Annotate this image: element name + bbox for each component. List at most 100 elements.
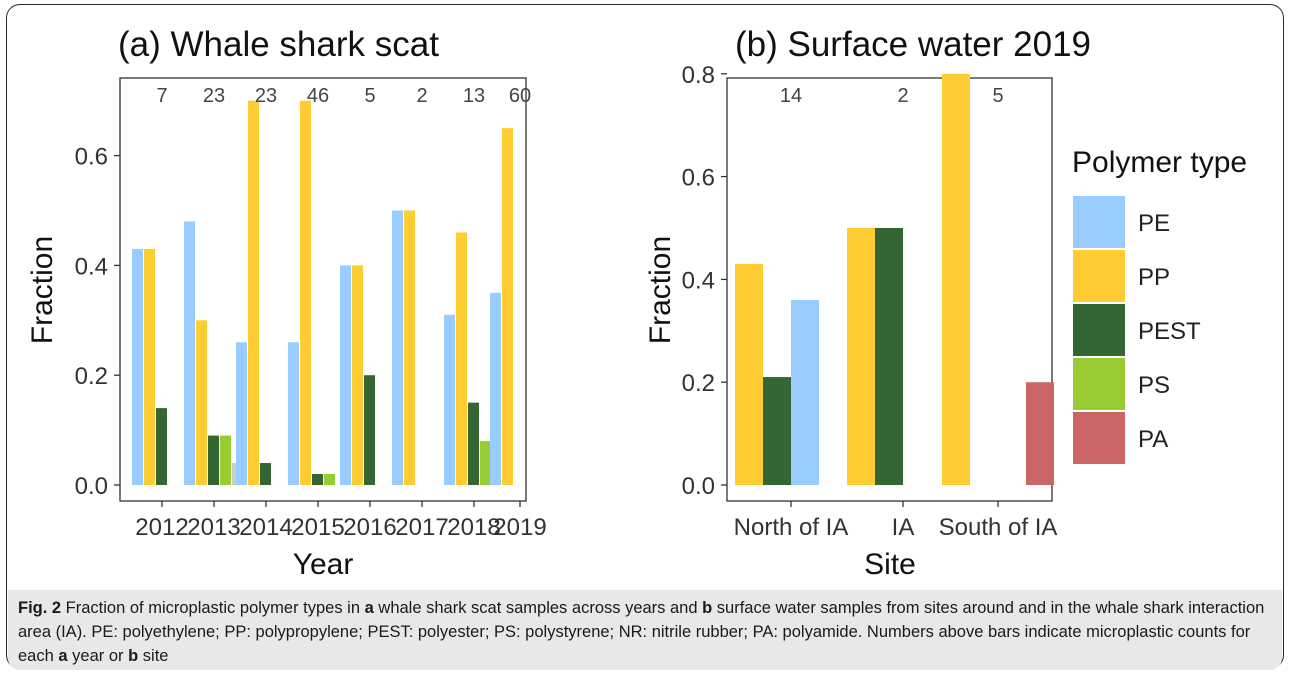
bar-pp-2017 — [404, 210, 415, 485]
x-tick-label: 2012 — [135, 514, 188, 541]
bar-pe-north-of-ia — [791, 299, 819, 485]
panel-a-counts: 7 23 23 46 5 2 13 60 — [156, 85, 531, 107]
count-label: 7 — [156, 85, 167, 107]
caption-text: year or — [67, 647, 129, 665]
count-label: 60 — [509, 85, 531, 107]
x-tick-label: North of IA — [734, 514, 849, 541]
panel-b-bars — [735, 73, 1054, 486]
bar-pp-2013 — [196, 320, 207, 485]
bar-pp-ia — [847, 228, 875, 485]
bar-ps-2015 — [324, 474, 335, 485]
bar-pest-2014 — [260, 463, 271, 485]
legend-swatch-pe — [1073, 196, 1125, 248]
bar-pp-2014 — [248, 100, 259, 485]
y-tick-label: 0.6 — [682, 165, 715, 192]
bar-pp-2019 — [502, 128, 513, 485]
bar-pe-2019 — [490, 292, 501, 485]
bar-pp-2018 — [456, 232, 467, 485]
y-tick-label: 0.4 — [75, 253, 108, 280]
y-tick-label: 0.4 — [682, 267, 715, 294]
bar-pe-2016 — [340, 265, 351, 485]
count-label: 23 — [255, 85, 277, 107]
y-tick-label: 0.2 — [75, 363, 108, 390]
bar-pe-2013 — [184, 221, 195, 486]
count-label: 46 — [307, 85, 329, 107]
bar-ps-2018 — [480, 441, 491, 485]
bar-pest-2015 — [312, 474, 323, 485]
count-label: 2 — [897, 85, 908, 107]
legend-swatch-pest — [1073, 304, 1125, 356]
count-label: 5 — [992, 85, 1003, 107]
caption-text: b — [702, 599, 713, 617]
y-tick-label: 0.6 — [75, 144, 108, 171]
bar-pe-2017 — [392, 210, 403, 485]
legend-label-pe: PE — [1138, 210, 1170, 237]
bar-pest-2013 — [208, 435, 219, 485]
bar-pe-2012 — [132, 248, 143, 485]
legend-swatch-ps — [1073, 358, 1125, 410]
bar-pe-2015 — [288, 342, 299, 485]
x-tick-label: 2014 — [239, 514, 292, 541]
legend-swatch-pp — [1073, 250, 1125, 302]
panel-b-x-axis-label: Site — [864, 548, 916, 581]
x-tick-label: 2019 — [493, 514, 546, 541]
y-tick-label: 0.8 — [682, 62, 715, 89]
panel-b-x-ticks: North of IA IA South of IA — [734, 501, 1058, 541]
bar-pest-2016 — [364, 375, 375, 485]
caption-text: b — [128, 647, 139, 665]
legend-title: Polymer type — [1072, 146, 1247, 179]
count-label: 14 — [780, 85, 802, 107]
bar-pe-2014 — [236, 342, 247, 485]
y-tick-label: 0.0 — [682, 473, 715, 500]
bar-pp-south-of-ia — [942, 73, 970, 486]
count-label: 23 — [203, 85, 225, 107]
x-tick-label: South of IA — [939, 514, 1058, 541]
count-label: 5 — [364, 85, 375, 107]
x-tick-label: 2017 — [395, 514, 448, 541]
caption-text: a — [58, 647, 68, 665]
bar-pp-2012 — [144, 248, 155, 485]
legend-label-ps: PS — [1138, 372, 1170, 399]
bar-pest-2012 — [156, 408, 167, 485]
caption-text: Fraction of microplastic polymer types i… — [61, 599, 365, 617]
caption-text: whale shark scat samples across years an… — [373, 599, 703, 617]
count-label: 2 — [416, 85, 427, 107]
y-tick-label: 0.0 — [75, 473, 108, 500]
panel-b-counts: 14 2 5 — [780, 85, 1004, 107]
panel-b-title: (b) Surface water 2019 — [735, 25, 1091, 64]
caption-text: surface water samples from sites around … — [18, 599, 1265, 665]
legend-label-pp: PP — [1138, 264, 1170, 291]
caption-text: a — [364, 599, 374, 617]
bar-pp-2016 — [352, 265, 363, 485]
panel-b-y-axis-label: Fraction — [644, 236, 677, 344]
bar-pp-north-of-ia — [735, 263, 763, 485]
x-tick-label: 2016 — [343, 514, 396, 541]
panel-a-y-ticks: 0.0 0.2 0.4 0.6 — [75, 144, 120, 500]
panel-a-y-axis-label: Fraction — [26, 236, 59, 344]
count-label: 13 — [463, 85, 485, 107]
bar-pest-north-of-ia — [763, 377, 791, 485]
figure-caption: Fig. 2 Fraction of microplastic polymer … — [8, 590, 1282, 670]
x-tick-label: 2015 — [291, 514, 344, 541]
y-tick-label: 0.2 — [682, 370, 715, 397]
panel-b: (b) Surface water 2019 Fraction Site 0.0… — [644, 25, 1091, 581]
x-tick-label: IA — [892, 514, 915, 541]
bar-pest-ia — [875, 228, 903, 485]
legend-swatch-pa — [1073, 412, 1125, 464]
bar-pe-2018 — [444, 314, 455, 485]
panel-a-title: (a) Whale shark scat — [118, 25, 439, 64]
bar-pest-2018 — [468, 402, 479, 485]
legend-items: PE PP PEST PS PA — [1073, 196, 1201, 464]
legend-label-pest: PEST — [1138, 318, 1201, 345]
caption-text: site — [138, 647, 169, 665]
panel-b-y-ticks: 0.0 0.2 0.4 0.6 0.8 — [682, 62, 727, 500]
panel-a-x-axis-label: Year — [293, 548, 354, 581]
bar-pp-2015 — [300, 100, 311, 485]
bar-pa-south-of-ia — [1026, 382, 1054, 485]
legend-label-pa: PA — [1138, 426, 1168, 453]
panel-a: (a) Whale shark scat Fraction Year 0.00.… — [26, 25, 547, 581]
x-tick-label: 2018 — [447, 514, 500, 541]
bar-ps-2013 — [220, 435, 231, 485]
